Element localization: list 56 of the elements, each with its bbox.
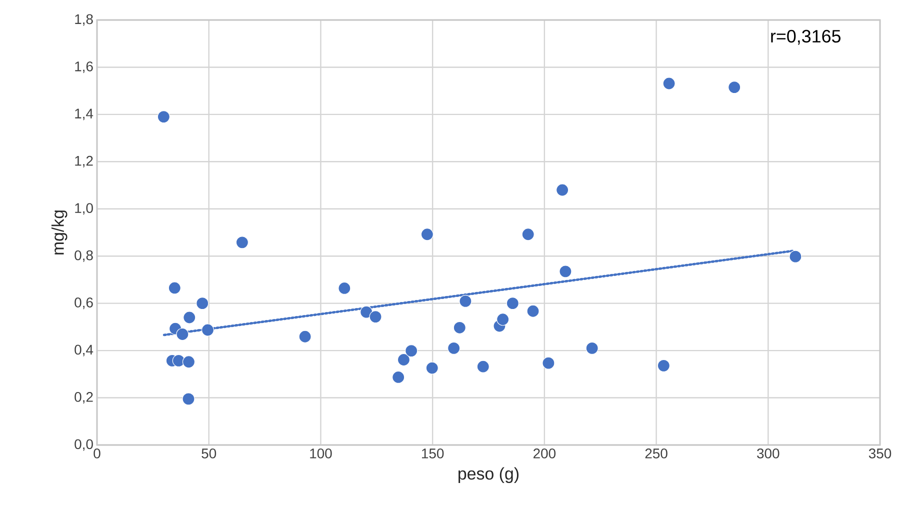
point [559, 265, 572, 278]
point [453, 321, 466, 334]
point [369, 310, 382, 324]
point [522, 228, 534, 241]
point [789, 250, 802, 263]
point [182, 392, 195, 406]
point [392, 370, 405, 384]
point [182, 356, 196, 368]
y-axis-title: mg/kg [51, 210, 68, 254]
point [397, 353, 410, 366]
y-tick-label: 0,2 [74, 392, 93, 404]
point [201, 324, 214, 336]
annotation: r=0,3165 [771, 30, 840, 45]
x-tick-label: 300 [757, 448, 780, 458]
point [556, 184, 569, 196]
point [542, 356, 555, 370]
point [506, 297, 519, 310]
point [526, 304, 540, 318]
point [496, 313, 510, 326]
x-tick-label: 0 [94, 448, 100, 458]
point [236, 236, 248, 249]
y-tick-label: 1,8 [75, 14, 93, 26]
x-axis-title: peso (g) [458, 467, 518, 484]
point [298, 330, 312, 343]
point [172, 354, 185, 368]
point [338, 282, 351, 295]
point [586, 342, 598, 354]
point [405, 344, 418, 358]
point [448, 342, 460, 354]
y-tick-label: 0,8 [74, 250, 93, 262]
point [728, 80, 741, 94]
point [420, 228, 434, 241]
y-tick-label: 1,2 [75, 156, 93, 168]
point [360, 306, 373, 318]
point [662, 77, 676, 90]
y-tick-label: 0,6 [74, 298, 93, 310]
point [168, 282, 181, 294]
x-tick-label: 50 [202, 448, 216, 458]
y-tick-label: 1,0 [75, 203, 93, 215]
x-tick-label: 150 [422, 448, 444, 458]
y-tick-label: 0,4 [74, 344, 94, 356]
point [176, 328, 189, 341]
x-tick-label: 250 [645, 448, 668, 458]
y-tick-label: 0,0 [74, 439, 93, 451]
point [183, 311, 196, 324]
y-tick-label: 1,4 [75, 108, 94, 120]
x-tick-label: 350 [868, 448, 892, 458]
point [459, 294, 472, 308]
point [657, 359, 670, 372]
x-tick-label: 100 [310, 448, 332, 458]
point [196, 297, 209, 310]
y-tick-label: 1,6 [75, 61, 93, 73]
x-tick-label: 200 [534, 448, 556, 458]
point [476, 360, 490, 373]
point [157, 110, 170, 124]
point [426, 362, 438, 374]
